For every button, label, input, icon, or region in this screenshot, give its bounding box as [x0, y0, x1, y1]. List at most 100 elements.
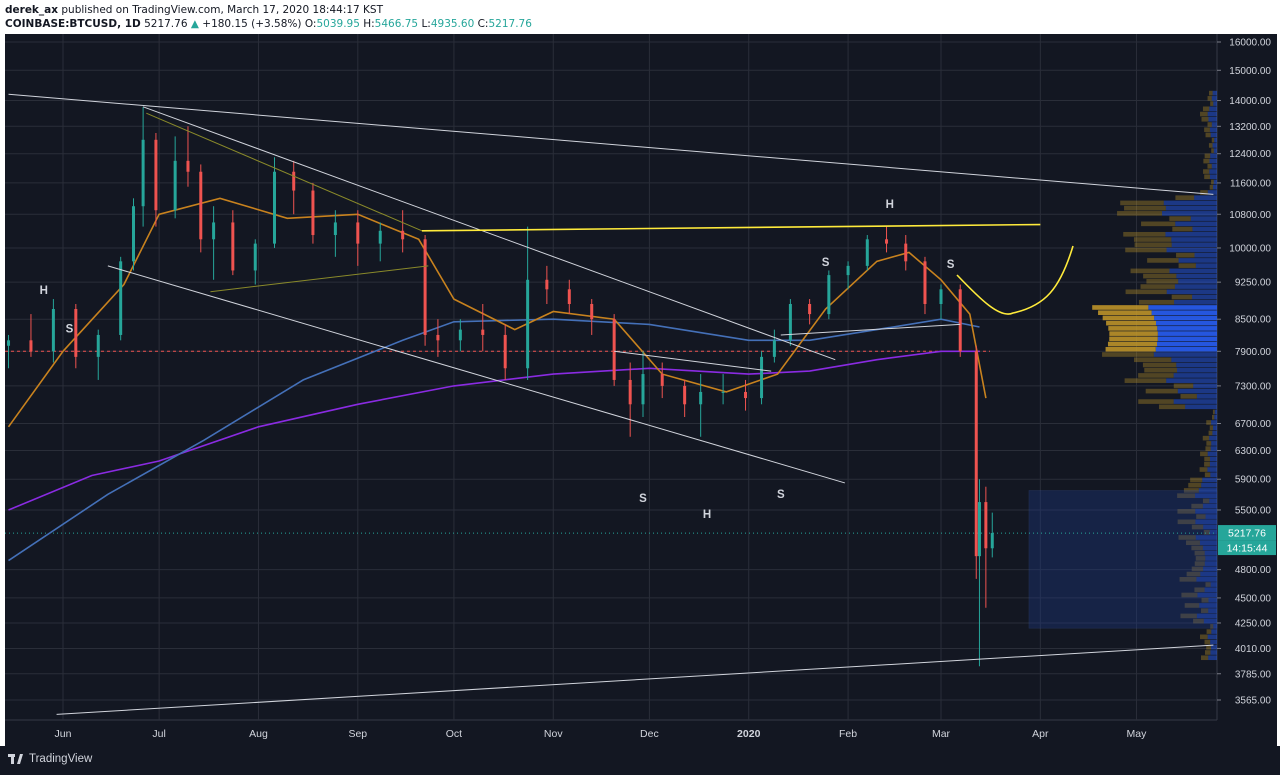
volume-profile-bar — [1169, 268, 1217, 274]
volume-profile-bar — [1209, 106, 1217, 112]
author-name[interactable]: derek_ax — [5, 4, 59, 16]
candle-body — [683, 385, 687, 405]
volume-profile-bar — [1191, 566, 1204, 572]
volume-profile-bar — [1145, 388, 1178, 394]
price-tick-label: 11600.00 — [1230, 178, 1271, 189]
symbol-label[interactable]: COINBASE:BTCUSD, 1D — [5, 18, 141, 30]
volume-profile-bar — [1177, 493, 1196, 498]
volume-profile-bar — [1159, 404, 1186, 410]
candle-body — [612, 319, 616, 380]
high-value: 5466.75 — [374, 18, 419, 30]
volume-profile-bar — [1166, 289, 1217, 295]
volume-profile-bar — [1141, 221, 1176, 227]
candle-body — [699, 391, 703, 405]
candle-body — [660, 374, 664, 386]
volume-profile-bar — [1202, 545, 1217, 551]
volume-profile-bar — [1214, 414, 1217, 420]
price-axis: 16000.00 15000.00 14000.00 13200.00 12400.00… — [1216, 34, 1272, 720]
close-value: 5217.76 — [488, 18, 532, 30]
candle-body — [131, 206, 135, 262]
candle-body — [846, 265, 850, 276]
volume-profile-bar — [1209, 461, 1217, 467]
price-tick-label: 9250.00 — [1235, 278, 1272, 289]
resistance-line — [421, 223, 1041, 232]
volume-profile-bar — [1199, 467, 1208, 472]
volume-profile-bar — [1125, 247, 1167, 253]
volume-profile-bar — [1200, 451, 1208, 457]
candle-body — [984, 502, 988, 549]
time-tick-label: Mar — [932, 728, 951, 740]
volume-profile-bar — [1201, 655, 1209, 661]
volume-profile-bar — [1194, 561, 1205, 566]
candle-body — [292, 171, 296, 191]
price-tick-label: 3785.00 — [1235, 669, 1272, 680]
volume-profile-bar — [1205, 650, 1211, 655]
neckline-1 — [614, 350, 772, 372]
volume-profile-bar — [1179, 576, 1197, 582]
volume-profile-bar — [1210, 101, 1214, 106]
volume-profile-bar — [1208, 143, 1213, 148]
candle-body — [760, 356, 764, 399]
candle-body — [173, 160, 177, 211]
countdown-tag: 14:15:44 — [1227, 543, 1268, 555]
volume-profile-bar — [1123, 231, 1166, 237]
volume-profile-bar — [1165, 205, 1217, 211]
candle-body — [990, 533, 994, 549]
volume-profile-bar — [1102, 315, 1155, 321]
volume-profile-bar — [1204, 153, 1211, 159]
volume-profile-bar — [1102, 352, 1154, 357]
price-tick-label: 5900.00 — [1235, 475, 1272, 486]
volume-profile-bar — [1191, 524, 1204, 530]
candle-body — [958, 289, 962, 352]
volume-profile-bar — [1155, 346, 1217, 352]
volume-profile-bar — [1199, 540, 1217, 546]
time-tick-label: 2020 — [737, 728, 761, 740]
volume-profile-bar — [1213, 148, 1217, 153]
price-tick-label: 4250.00 — [1235, 618, 1272, 629]
volume-profile-bar — [1209, 90, 1213, 96]
volume-profile-bar — [1211, 122, 1217, 127]
volume-profile-bar — [1133, 357, 1172, 363]
tradingview-icon — [8, 753, 23, 764]
candle-body — [628, 379, 632, 405]
pattern-label: S — [947, 259, 955, 271]
volume-profile-bar — [1202, 106, 1210, 112]
volume-profile-bar — [1211, 441, 1217, 446]
published-line: derek_ax published on TradingView.com, M… — [5, 4, 383, 16]
volume-profile-bar — [1108, 326, 1158, 331]
volume-profile-bar — [1208, 430, 1213, 436]
price-tick-label: 15000.00 — [1229, 66, 1271, 77]
chart-area[interactable]: 16000.00 15000.00 14000.00 13200.00 12400.00… — [5, 34, 1277, 746]
volume-profile-bar — [1195, 556, 1206, 561]
ma-orange-line — [7, 197, 987, 428]
volume-profile-bar — [1213, 179, 1217, 185]
time-tick-label: Nov — [544, 728, 563, 740]
price-tick-label: 6300.00 — [1235, 446, 1272, 457]
volume-profile-bar — [1157, 326, 1217, 331]
volume-profile-bar — [1162, 211, 1217, 216]
volume-profile-bar — [1155, 320, 1217, 326]
volume-profile-bar — [1142, 362, 1177, 368]
volume-profile-bar — [1208, 608, 1217, 613]
volume-profile-bar — [1211, 629, 1217, 634]
volume-profile-bar — [1133, 237, 1172, 242]
up-arrow-icon: ▲ — [190, 18, 199, 30]
volume-profile-bar — [1203, 524, 1217, 530]
volume-profile-bar — [1203, 529, 1210, 535]
candle-body — [744, 391, 748, 399]
candle-body — [378, 230, 382, 244]
volume-profile-bar — [1186, 571, 1201, 577]
volume-profile-bar — [1188, 482, 1202, 488]
tradingview-logo[interactable]: TradingView — [8, 753, 92, 765]
price-chart[interactable]: 16000.00 15000.00 14000.00 13200.00 12400.00… — [5, 34, 1277, 746]
candle-body — [212, 222, 216, 240]
candle-body — [7, 340, 11, 346]
volume-profile-bar — [1204, 587, 1217, 593]
time-tick-label: Oct — [446, 728, 462, 740]
volume-profile-bar — [1194, 550, 1205, 556]
candle-body — [590, 304, 594, 320]
trendline-upper — [8, 93, 1214, 195]
chart-background — [5, 34, 1277, 746]
volume-profile-bar — [1203, 158, 1210, 164]
volume-profile-bar — [1165, 231, 1217, 237]
